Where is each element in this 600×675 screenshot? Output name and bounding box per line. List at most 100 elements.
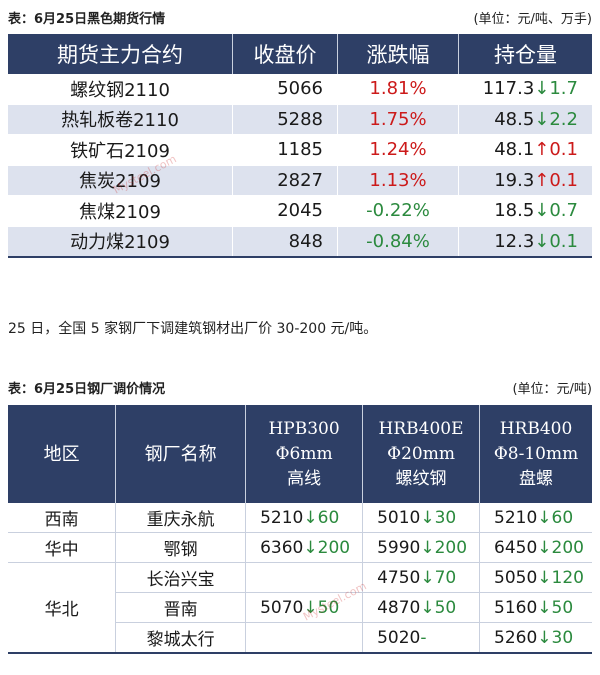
- header-hrb400e-line3: 螺纹钢: [395, 468, 447, 489]
- mill-header-row: 地区 钢厂名称 HPB300 Φ6mm 高线 HRB400E Φ20mm 螺纹钢…: [8, 405, 592, 503]
- price-cell: 5160↓50: [479, 592, 592, 623]
- region-cell: 西南: [8, 503, 117, 533]
- arrow-down-icon: ↓: [303, 537, 318, 558]
- header-hpb300-line3: 高线: [287, 468, 322, 489]
- price-delta: 30: [551, 627, 574, 648]
- mill-row: 黎城太行 5020- 5260↓30: [8, 622, 592, 654]
- header-region: 地区: [8, 405, 117, 503]
- mill-row: 华北 长治兴宝 4750↓70 5050↓120: [8, 562, 592, 654]
- arrow-down-icon: ↓: [534, 108, 550, 130]
- price-delta: 200: [317, 537, 351, 558]
- close-price: 5066: [232, 74, 338, 105]
- arrow-up-icon: ↑: [534, 169, 550, 191]
- contract-name: 热轧板卷2110: [8, 104, 233, 135]
- open-interest-value: 12.3: [494, 230, 535, 252]
- price-cell: 5020-: [362, 622, 481, 654]
- price-value: 4870: [377, 597, 421, 618]
- arrow-down-icon: ↓: [534, 230, 550, 252]
- price-cell: [245, 562, 364, 593]
- mill-price-table: 地区 钢厂名称 HPB300 Φ6mm 高线 HRB400E Φ20mm 螺纹钢…: [8, 405, 592, 654]
- open-interest-value: 48.1: [494, 139, 535, 161]
- close-price: 848: [232, 226, 338, 258]
- futures-row: 螺纹钢2110 5066 1.81% 117.3↓1.7: [8, 74, 592, 105]
- futures-table: 期货主力合约 收盘价 涨跌幅 持仓量 螺纹钢2110 5066 1.81% 117.3…: [8, 34, 592, 258]
- arrow-down-icon: ↓: [537, 627, 552, 648]
- table1-caption: 表：6月25日黑色期货行情: [8, 12, 166, 27]
- table1-unit: (单位：元/吨、万手): [473, 12, 592, 27]
- price-delta: 200: [434, 537, 468, 558]
- contract-name: 铁矿石2109: [8, 134, 233, 166]
- contract-name: 螺纹钢2110: [8, 74, 233, 105]
- price-delta: 50: [434, 597, 457, 618]
- price-delta: 50: [551, 597, 574, 618]
- contract-name: 焦煤2109: [8, 195, 233, 227]
- open-interest-cell: 48.1↑0.1: [458, 134, 592, 166]
- close-price: 5288: [232, 104, 338, 135]
- header-hpb300-line2: Φ6mm: [275, 443, 333, 464]
- price-value: 5260: [494, 627, 538, 648]
- close-price: 2045: [232, 195, 338, 227]
- futures-row: 焦炭2109 2827 1.13% 19.3↑0.1: [8, 165, 592, 196]
- open-interest-delta: 0.1: [549, 139, 578, 161]
- mill-row: 晋南 5070↓50 4870↓50 5160↓50: [8, 592, 592, 623]
- mill-row: 华中 鄂钢 6360↓200 5990↓200 6450↓200: [8, 532, 592, 563]
- header-hrb400-line3: 盘螺: [519, 468, 554, 489]
- header-hpb300: HPB300 Φ6mm 高线: [245, 405, 364, 503]
- price-delta: 60: [317, 507, 340, 528]
- header-hrb400-line2: Φ8-10mm: [493, 443, 579, 464]
- open-interest-delta: 1.7: [549, 78, 578, 100]
- price-value: 5010: [377, 507, 421, 528]
- futures-row: 动力煤2109 848 -0.84% 12.3↓0.1: [8, 226, 592, 258]
- open-interest-cell: 12.3↓0.1: [458, 226, 592, 258]
- arrow-up-icon: ↑: [534, 139, 550, 161]
- price-value: 6450: [494, 537, 538, 558]
- open-interest-cell: 117.3↓1.7: [458, 74, 592, 105]
- header-hrb400e: HRB400E Φ20mm 螺纹钢: [362, 405, 481, 503]
- header-open-interest: 持仓量: [458, 34, 592, 74]
- change-percent: 1.13%: [337, 165, 459, 196]
- mill-row: 西南 重庆永航 5210↓60 5010↓30 5210↓60: [8, 503, 592, 533]
- contract-name: 焦炭2109: [8, 165, 233, 196]
- table1-caption-row: 表：6月25日黑色期货行情 (单位：元/吨、万手): [8, 8, 592, 27]
- table2-caption-row: 表：6月25日钢厂调价情况 (单位：元/吨): [8, 378, 592, 397]
- arrow-down-icon: ↓: [537, 567, 552, 588]
- arrow-down-icon: ↓: [303, 597, 318, 618]
- arrow-down-icon: ↓: [534, 78, 550, 100]
- open-interest-value: 19.3: [494, 169, 535, 191]
- price-value: 5160: [494, 597, 538, 618]
- open-interest-value: 117.3: [482, 78, 535, 100]
- price-cell: 5070↓50: [245, 592, 364, 623]
- price-cell: 6360↓200: [245, 532, 364, 563]
- arrow-down-icon: ↓: [420, 597, 435, 618]
- open-interest-delta: 0.7: [549, 200, 578, 222]
- open-interest-delta: 2.2: [549, 108, 578, 130]
- price-cell: 6450↓200: [479, 532, 592, 563]
- mill-name: 长治兴宝: [115, 562, 247, 593]
- header-contract: 期货主力合约: [8, 34, 233, 74]
- price-cell: 5990↓200: [362, 532, 481, 563]
- open-interest-delta: 0.1: [549, 230, 578, 252]
- arrow-down-icon: ↓: [537, 597, 552, 618]
- header-hrb400: HRB400 Φ8-10mm 盘螺: [479, 405, 592, 503]
- header-close: 收盘价: [232, 34, 338, 74]
- price-delta: 200: [551, 537, 584, 558]
- region-cell: 华中: [8, 532, 117, 563]
- header-hrb400-line1: HRB400: [499, 418, 573, 439]
- futures-row: 热轧板卷2110 5288 1.75% 48.5↓2.2: [8, 104, 592, 135]
- change-percent: 1.81%: [337, 74, 459, 105]
- price-value: 6360: [260, 537, 304, 558]
- futures-header-row: 期货主力合约 收盘价 涨跌幅 持仓量: [8, 34, 592, 74]
- open-interest-cell: 18.5↓0.7: [458, 195, 592, 227]
- price-value: 5210: [260, 507, 304, 528]
- price-cell: 4870↓50: [362, 592, 481, 623]
- price-cut-note: 25 日，全国 5 家钢厂下调建筑钢材出厂价 30-200 元/吨。: [8, 321, 378, 337]
- region-cell: 华北: [8, 562, 117, 654]
- price-cell: 5210↓60: [479, 503, 592, 533]
- contract-name: 动力煤2109: [8, 226, 233, 258]
- price-value: 5070: [260, 597, 304, 618]
- open-interest-cell: 19.3↑0.1: [458, 165, 592, 196]
- price-delta: 120: [551, 567, 584, 588]
- price-value: 5050: [494, 567, 538, 588]
- price-delta: 50: [317, 597, 340, 618]
- arrow-down-icon: ↓: [303, 507, 318, 528]
